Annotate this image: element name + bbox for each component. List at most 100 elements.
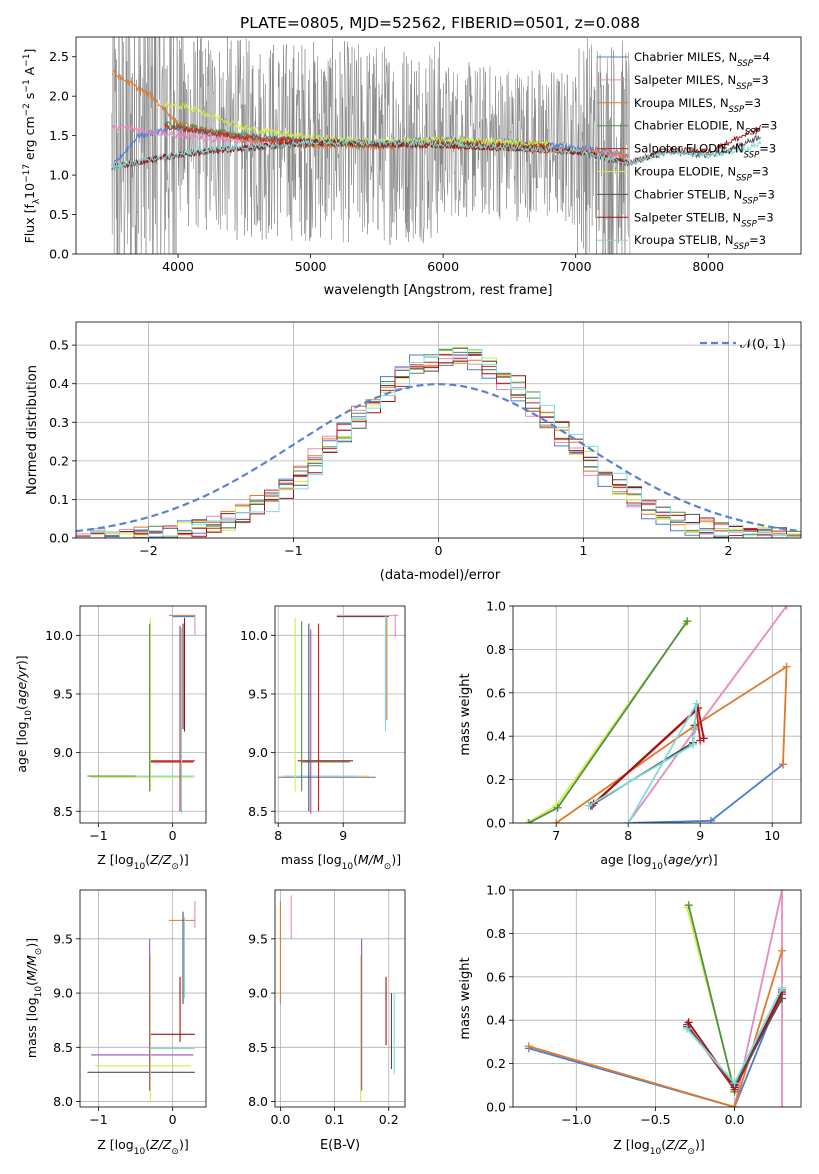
axes-frame <box>79 889 207 1108</box>
legend-label: Kroupa MILES, NSSP=3 <box>634 96 761 115</box>
legend-label: Salpeter ELODIE, NSSP=3 <box>634 142 776 161</box>
weight-marker <box>553 803 562 812</box>
weight-marker <box>782 606 791 610</box>
weight-marker <box>699 734 708 743</box>
weight-line-2 <box>555 665 788 823</box>
weight-marker <box>523 819 532 823</box>
y-tick-label: 0.0 <box>49 247 69 262</box>
x-tick-label: −0.5 <box>640 1112 670 1127</box>
y-tick-label: 0.2 <box>486 772 506 787</box>
y-tick-label: 2.5 <box>49 49 69 64</box>
axes-frame <box>512 889 802 1108</box>
plot-area <box>111 37 762 254</box>
axes-mass-vs-extinction: 0.0 0.1 0.2 8.0 8.5 9.0 9.5 E(B-V) <box>248 889 406 1153</box>
weight-marker <box>778 890 787 894</box>
plot-area <box>76 346 801 538</box>
x-tick-label: 0 <box>169 828 177 843</box>
y-tick-label: 9.5 <box>53 686 73 701</box>
weight-marker <box>683 617 692 626</box>
weight-line-6 <box>687 991 783 1090</box>
y-tick-label: 9.5 <box>248 931 268 946</box>
weight-marker <box>730 1103 739 1107</box>
y-tick-label: 0.6 <box>486 685 506 700</box>
weight-marker <box>779 760 787 769</box>
x-tick-label: 0 <box>169 1112 177 1127</box>
x-axis-label: Z [log10(Z/Z⊙)] <box>97 852 188 872</box>
y-tick-label: 1.0 <box>486 883 506 898</box>
axes-weight-vs-age: 7 8 9 10 0.0 0.2 0.4 0.6 0.8 1.0 mass weight age [l… <box>458 599 802 872</box>
y-tick-label: 8.5 <box>248 1040 268 1055</box>
x-axis-label: mass [log10(M/M⊙)] <box>281 852 401 872</box>
y-tick-label: 10.0 <box>240 628 268 643</box>
y-tick-label: 2.0 <box>49 89 69 104</box>
y-tick-label: 0.1 <box>49 492 69 507</box>
y-tick-label: 0.0 <box>486 816 506 831</box>
gridlines <box>513 605 801 824</box>
legend-label: Kroupa ELODIE, NSSP=3 <box>634 165 769 184</box>
weight-marker <box>552 819 561 823</box>
x-tick-label: 8000 <box>692 259 724 274</box>
x-tick-label: 0.1 <box>325 1112 345 1127</box>
axes-spectrum: 4000 5000 6000 7000 8000 0.0 0.5 1.0 1.5 2.0 2.5 Fl… <box>22 36 802 298</box>
legend-label: Chabrier STELIB, NSSP=3 <box>634 187 775 206</box>
axes-frame <box>79 605 207 824</box>
y-tick-label: 0.5 <box>49 207 69 222</box>
y-tick-label: 10.0 <box>45 628 73 643</box>
x-tick-label: 0 <box>435 543 443 558</box>
x-tick-label: 0.0 <box>270 1112 290 1127</box>
y-axis-label: mass [log10(M/M⊙)] <box>24 938 44 1058</box>
model-spectrum-8 <box>111 138 762 171</box>
weight-line-4 <box>687 904 736 1093</box>
axes-age-vs-mass: 8 9 8.5 9.0 9.5 10.0 mass [log10(M/M⊙)] <box>240 605 406 872</box>
y-tick-label: 8.5 <box>53 804 73 819</box>
y-tick-label: 9.5 <box>248 686 268 701</box>
x-tick-label: 7 <box>552 828 560 843</box>
x-axis-label: age [log10(age/yr)] <box>600 852 717 872</box>
plot-area <box>87 900 196 1102</box>
x-tick-label: 8 <box>274 828 282 843</box>
axes-frame <box>512 605 802 824</box>
x-tick-label: 2 <box>725 543 733 558</box>
y-tick-label: 9.5 <box>53 931 73 946</box>
weight-line-0 <box>628 763 784 823</box>
weight-marker <box>778 946 787 955</box>
y-tick-label: 0.4 <box>486 729 506 744</box>
axes-residuals: −2 −1 0 1 2 0.0 0.1 0.2 0.3 0.4 0.5 𝒩(0, 1) Normed d… <box>25 321 802 583</box>
axes-frame <box>75 36 802 255</box>
legend-label: Kroupa STELIB, NSSP=3 <box>634 233 766 252</box>
weight-marker <box>778 994 787 1003</box>
y-tick-label: 1.0 <box>49 168 69 183</box>
x-tick-label: 6000 <box>427 259 459 274</box>
y-tick-label: 0.8 <box>486 926 506 941</box>
y-tick-label: 0.6 <box>486 969 506 984</box>
x-tick-label: 9 <box>696 828 704 843</box>
y-axis-label: mass weight <box>458 673 473 755</box>
x-tick-label: 9 <box>339 828 347 843</box>
x-axis-label: Z [log10(Z/Z⊙)] <box>97 1137 188 1157</box>
legend-label: Chabrier MILES, NSSP=4 <box>634 50 770 69</box>
histogram-8 <box>76 348 801 538</box>
axes-weight-vs-metallicity: −1.0 −0.5 0.0 0.0 0.2 0.4 0.6 0.8 1.0 mass weight… <box>458 883 802 1157</box>
weight-marker <box>624 819 633 823</box>
legend-label: Salpeter MILES, NSSP=3 <box>634 73 769 92</box>
x-tick-label: 0.0 <box>725 1112 745 1127</box>
x-tick-label: 0.2 <box>379 1112 399 1127</box>
weight-marker <box>730 1079 739 1088</box>
y-tick-label: 0.8 <box>486 642 506 657</box>
normal-curve <box>76 382 801 533</box>
x-tick-label: 7000 <box>560 259 592 274</box>
plot-area <box>87 614 196 814</box>
x-tick-label: 10 <box>764 828 780 843</box>
weight-marker <box>689 740 697 749</box>
x-axis-label: E(B-V) <box>320 1138 360 1153</box>
x-tick-label: −2 <box>139 543 157 558</box>
plot-area <box>523 606 791 823</box>
weight-marker <box>778 983 787 992</box>
plot-area <box>278 614 399 814</box>
x-axis-label: Z [log10(Z/Z⊙)] <box>613 1137 704 1157</box>
y-tick-label: 9.0 <box>248 986 268 1001</box>
axes-mass-vs-metallicity: −1 0 8.0 8.5 9.0 9.5 mass [log10(M/M⊙)] Z [log1… <box>24 889 207 1157</box>
y-tick-label: 0.5 <box>49 338 69 353</box>
weight-line-4 <box>528 620 688 823</box>
